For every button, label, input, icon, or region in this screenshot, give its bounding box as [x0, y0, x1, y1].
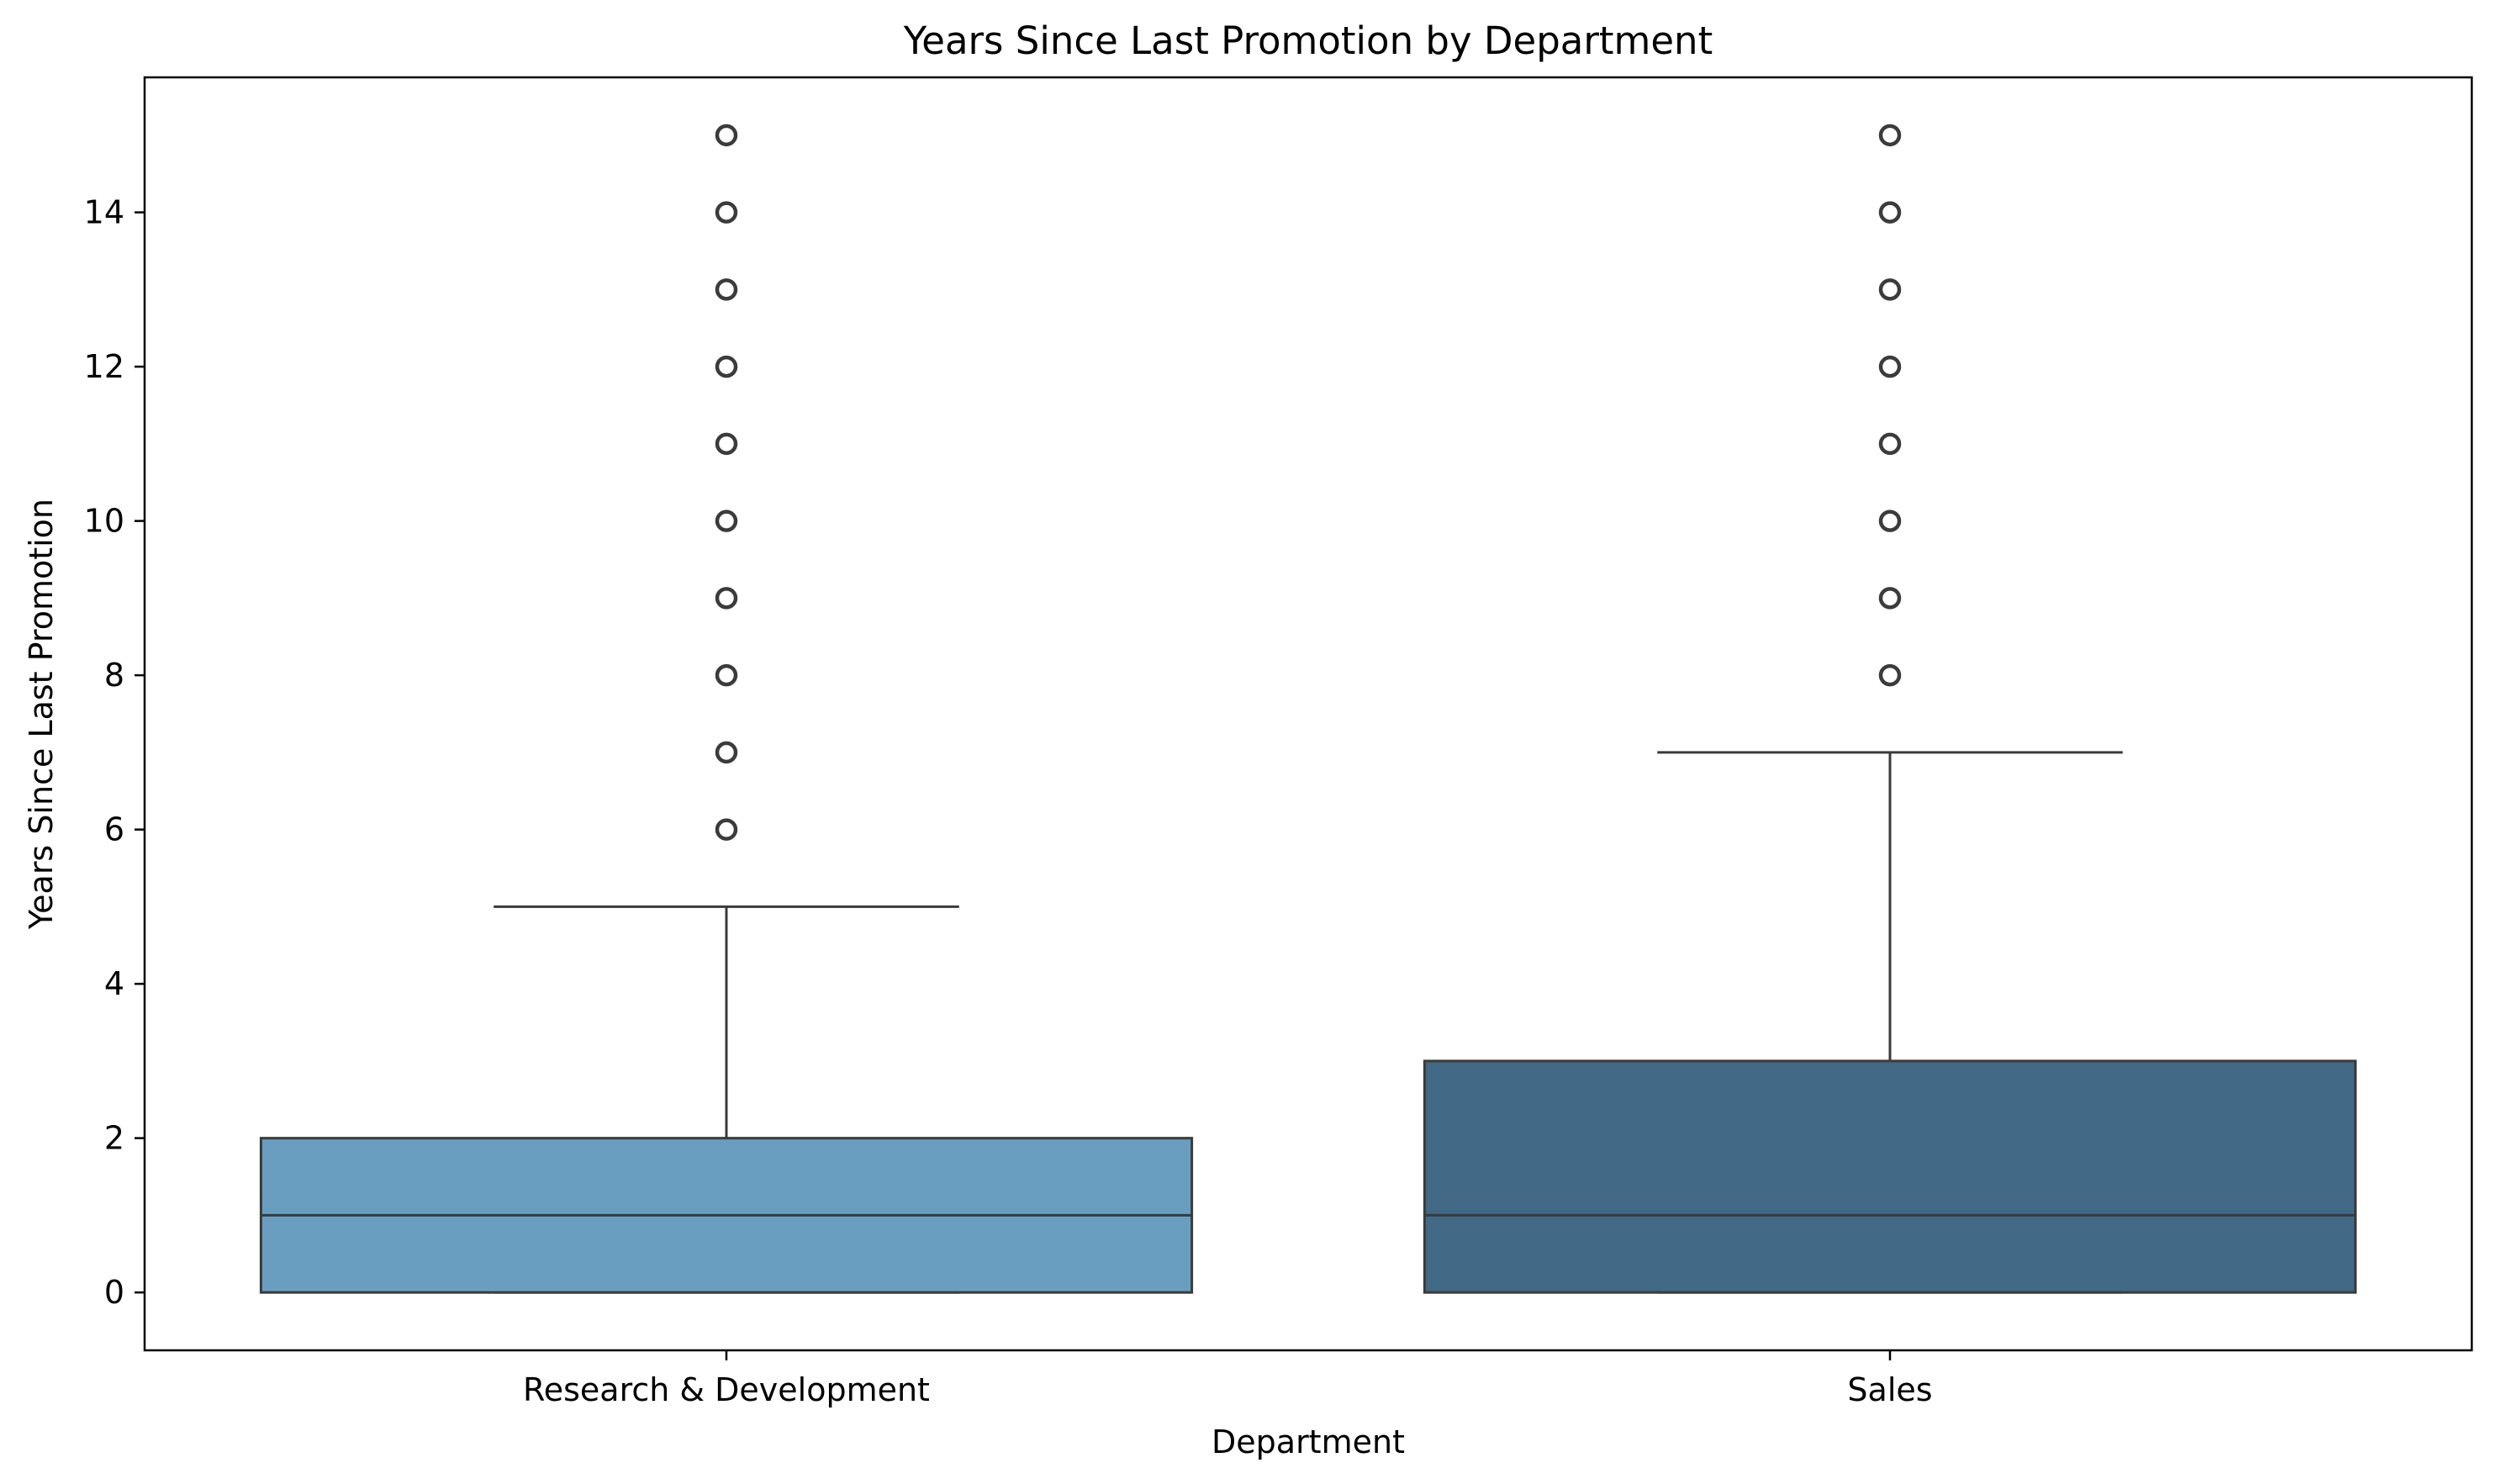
outlier-point [1878, 355, 1902, 378]
outlier-point [715, 510, 738, 532]
outlier-point [715, 355, 738, 378]
x-axis: Research & Development Sales [523, 1350, 1933, 1408]
outlier-point [715, 818, 738, 841]
outlier-point [1878, 587, 1902, 610]
x-tick-label: Sales [1847, 1371, 1932, 1408]
y-tick-label: 10 [84, 503, 124, 540]
outlier-point [715, 663, 738, 687]
y-tick-label: 12 [84, 348, 124, 385]
outlier-point [1878, 278, 1902, 301]
outlier-point [1878, 432, 1902, 456]
box-body [1423, 1059, 2357, 1294]
outlier-point [1878, 663, 1902, 687]
chart-title: Years Since Last Promotion by Department [903, 18, 1713, 63]
y-tick-label: 4 [104, 965, 124, 1002]
box-group [1423, 124, 2357, 1294]
outlier-point [1878, 201, 1902, 224]
plot-area [259, 124, 2357, 1294]
y-axis-label: Years Since Last Promotion [23, 499, 60, 930]
outlier-point [715, 587, 738, 610]
y-tick-label: 0 [104, 1274, 124, 1311]
outlier-point [715, 201, 738, 224]
y-tick-label: 2 [104, 1120, 124, 1157]
outlier-point [1878, 124, 1902, 147]
outlier-point [715, 278, 738, 301]
outlier-point [1878, 510, 1902, 532]
box-group [259, 124, 1194, 1294]
outlier-point [715, 741, 738, 764]
x-tick-label: Research & Development [523, 1371, 930, 1408]
outlier-point [715, 432, 738, 456]
axes-frame [143, 76, 2473, 1352]
y-tick-label: 8 [104, 657, 124, 694]
y-tick-label: 6 [104, 811, 124, 848]
y-tick-label: 14 [84, 194, 124, 231]
y-axis: 0 2 4 6 8 10 12 14 [84, 194, 145, 1311]
outlier-point [715, 124, 738, 147]
x-axis-label: Department [1212, 1423, 1405, 1460]
